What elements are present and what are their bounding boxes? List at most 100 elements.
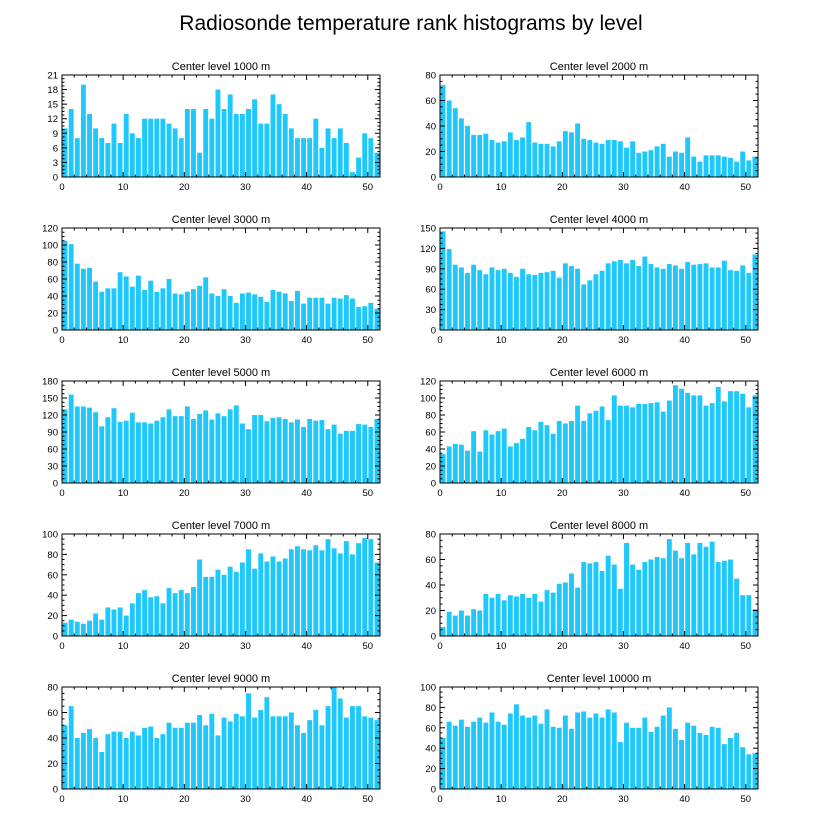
bar	[575, 268, 581, 330]
bar	[331, 297, 337, 330]
bar	[264, 421, 270, 483]
bar	[544, 143, 550, 177]
bar	[246, 292, 251, 330]
bar	[136, 275, 141, 330]
y-tick-label: 120	[420, 377, 436, 388]
bar	[740, 265, 746, 330]
bar	[203, 576, 209, 636]
bar	[129, 731, 135, 790]
bar	[319, 725, 325, 789]
bar	[630, 727, 636, 789]
bar	[734, 578, 740, 637]
x-tick-label: 40	[679, 641, 690, 652]
bar	[691, 395, 697, 483]
bar	[209, 293, 215, 330]
x-tick-label: 20	[557, 641, 568, 652]
panel-4: Center level 4000 m 0 10 20 30 40 50 0 30 60 90 120…	[420, 214, 759, 346]
bar	[636, 403, 642, 483]
bar	[514, 276, 519, 330]
bar	[624, 722, 629, 789]
x-tick-label: 50	[740, 488, 751, 499]
bar	[337, 128, 343, 177]
bar	[368, 426, 374, 483]
y-tick-label: 20	[425, 147, 436, 158]
y-tick-label: 60	[425, 428, 436, 439]
bar	[514, 704, 519, 789]
bar	[569, 728, 574, 789]
bar	[276, 291, 282, 330]
bar	[172, 593, 178, 636]
bar	[166, 123, 172, 177]
bar	[666, 400, 672, 483]
x-tick-label: 10	[118, 794, 129, 805]
bar	[80, 732, 86, 789]
bar	[270, 417, 276, 483]
panels-grid: Center level 1000 m 0 10 20 30 40 50 0 3 6 9 12 15 18…	[42, 61, 759, 805]
bar	[123, 420, 129, 483]
bar	[172, 293, 178, 330]
bar	[648, 150, 654, 177]
bar	[495, 431, 501, 483]
bar	[258, 553, 264, 636]
bar	[538, 601, 544, 636]
bar	[691, 264, 697, 330]
bar	[166, 588, 172, 636]
x-tick-label: 50	[362, 641, 373, 652]
x-tick-label: 20	[179, 794, 190, 805]
bar	[227, 94, 233, 177]
x-tick-label: 10	[496, 641, 507, 652]
bar	[489, 267, 495, 330]
bar	[471, 431, 477, 483]
bar	[501, 724, 507, 789]
bar	[288, 712, 294, 789]
y-tick-label: 90	[47, 428, 58, 439]
bar	[471, 721, 477, 789]
bar	[221, 416, 227, 483]
bar	[154, 420, 160, 483]
bar	[691, 554, 697, 636]
bar	[337, 433, 343, 483]
bar	[471, 264, 477, 330]
x-tick-label: 30	[618, 641, 629, 652]
bar	[440, 738, 446, 789]
bar	[489, 434, 495, 483]
bar	[728, 157, 733, 178]
bar	[160, 603, 166, 636]
bar	[160, 288, 166, 330]
bar	[172, 727, 178, 789]
bar	[452, 264, 458, 330]
bar	[80, 268, 86, 330]
bar	[215, 89, 221, 177]
bar	[295, 419, 300, 483]
x-tick-label: 40	[301, 488, 312, 499]
bar	[721, 744, 727, 789]
x-tick-label: 10	[496, 335, 507, 346]
bar	[337, 553, 343, 636]
bar	[368, 717, 374, 789]
bar	[313, 420, 319, 483]
bar	[440, 627, 446, 636]
bar	[728, 559, 733, 636]
bar	[673, 151, 678, 177]
bar	[495, 270, 501, 330]
panel-title: Center level 10000 m	[547, 673, 652, 685]
bar	[556, 277, 562, 330]
bar	[685, 262, 691, 330]
bar	[673, 728, 678, 789]
bar	[507, 132, 513, 178]
bar	[172, 416, 178, 483]
bar	[160, 417, 166, 483]
bar	[356, 543, 362, 636]
bar	[325, 429, 331, 483]
bar	[581, 420, 587, 483]
bar	[507, 713, 513, 789]
bar	[74, 263, 80, 330]
bar	[319, 297, 325, 330]
bar	[550, 270, 556, 330]
bar	[746, 272, 752, 330]
x-tick-label: 0	[59, 794, 64, 805]
bar	[630, 259, 636, 330]
bar	[258, 296, 264, 330]
x-tick-label: 30	[618, 335, 629, 346]
x-tick-label: 40	[301, 641, 312, 652]
